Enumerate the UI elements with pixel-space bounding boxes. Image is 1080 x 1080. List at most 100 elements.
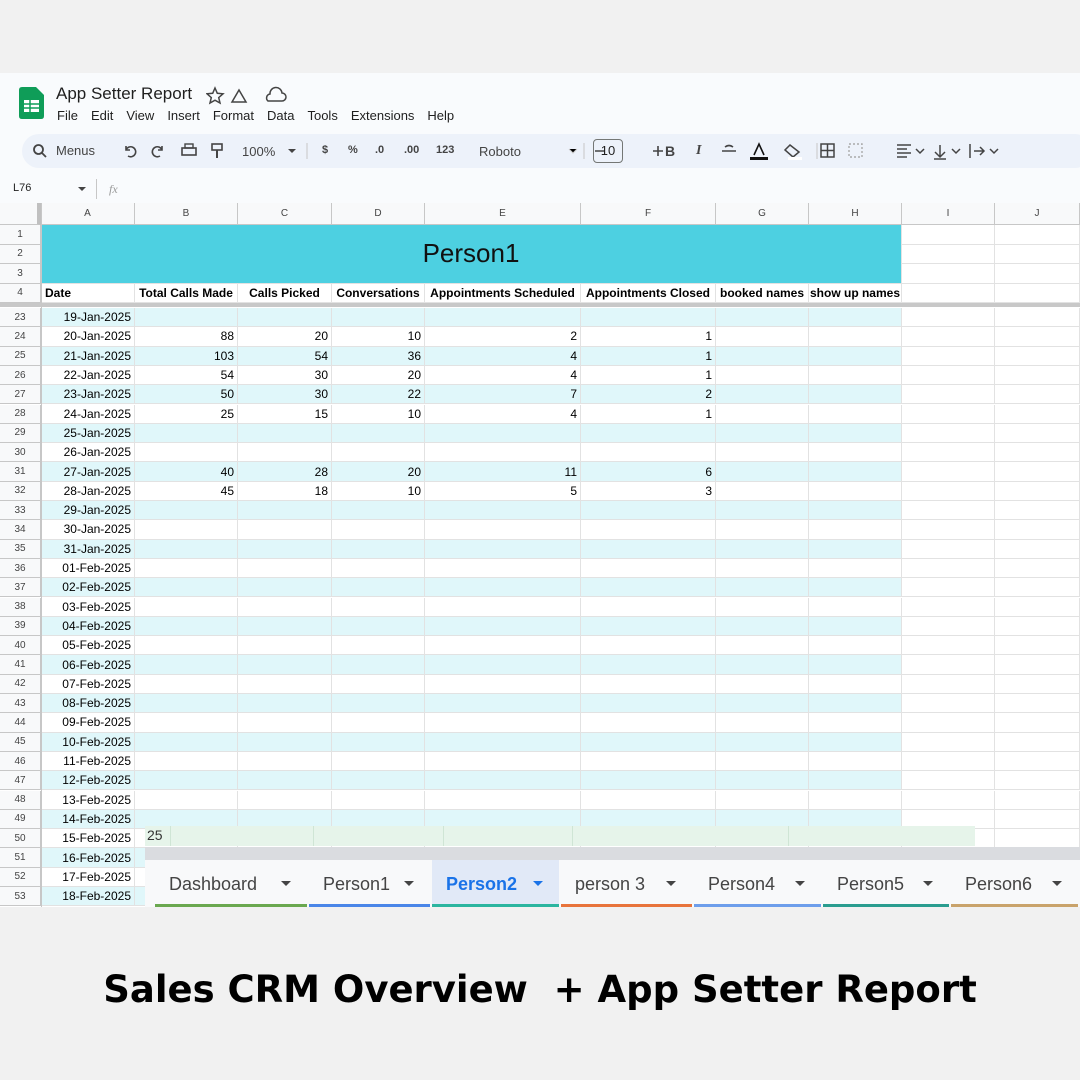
cell [809,558,902,579]
date-cell: 10-Feb-2025 [41,732,135,752]
cell [716,597,809,617]
row-header: 41 [0,655,41,675]
cell [581,732,716,752]
cell [902,636,995,656]
cell: 36 [332,346,425,366]
tab-bar: Dashboard Person1 Person2 person 3 Person4 Pe… [145,860,1080,907]
zoom[interactable]: 100% [242,144,276,159]
cell [135,732,238,752]
sheet-tab[interactable]: Person2 [432,860,559,907]
menu-item[interactable]: Extensions [350,108,415,123]
cell [332,636,425,656]
sheet-tab[interactable]: Person1 [309,860,430,907]
format-button[interactable]: $ [322,144,329,156]
cell [809,674,902,694]
row-header: 45 [0,732,41,752]
cell [809,327,902,347]
cell [995,404,1080,424]
cell: 10 [332,404,425,424]
cell [995,751,1080,772]
header-cell: Appointments Scheduled [425,283,581,303]
menu-item[interactable]: Format [212,108,254,123]
cell [135,694,238,714]
menu-item[interactable]: Edit [90,108,114,123]
row-header: 53 [0,887,41,907]
menu-item[interactable]: Help [427,108,455,123]
tab-label: person 3 [575,874,646,894]
cell: 3 [581,481,716,501]
menu-item[interactable]: Tools [307,108,338,123]
cell-reference[interactable]: L76 [13,182,32,194]
cell [902,520,995,540]
row-header: 35 [0,539,41,559]
sheet-tab[interactable]: person 3 [561,860,692,907]
menu-item[interactable]: View [126,108,155,123]
format-button[interactable]: % [348,144,358,156]
cell [995,713,1080,733]
toolbar-icons [125,142,999,160]
menu-item[interactable]: Data [267,108,295,123]
row-header: 36 [0,558,41,579]
overlay-divider [443,826,444,846]
date-cell: 29-Jan-2025 [41,501,135,521]
cell [902,578,995,598]
date-cell: 02-Feb-2025 [41,578,135,598]
sheet-tab[interactable]: Dashboard [155,860,307,907]
cell [902,481,995,501]
row-header: 23 [0,308,41,328]
cell [995,520,1080,540]
format-button[interactable]: .00 [404,144,420,156]
cell [332,558,425,579]
cell [425,308,581,328]
cell [902,751,995,772]
cell [332,790,425,810]
row-header: 3 [0,264,41,284]
date-cell: 26-Jan-2025 [41,443,135,463]
cell [995,790,1080,810]
cell: 1 [581,346,716,366]
format-button[interactable]: .0 [375,144,385,156]
cell [995,244,1080,264]
cell [581,308,716,328]
header-cell: Appointments Closed [581,283,716,303]
cell [902,385,995,405]
cell [581,713,716,733]
cell [238,655,332,675]
cell [425,597,581,617]
menu-search[interactable]: Menus [56,143,96,158]
doc-title[interactable]: App Setter Report [56,84,193,103]
cell [581,751,716,772]
cell [716,501,809,521]
cell [332,713,425,733]
style-button[interactable]: B [665,143,676,159]
cell [581,771,716,791]
cell [716,771,809,791]
cell [425,558,581,579]
cell [238,771,332,791]
row-header: 50 [0,829,41,849]
cell [135,771,238,791]
menu-item[interactable]: Insert [167,108,200,123]
column-header: G [716,203,809,225]
style-button[interactable]: I [696,143,702,158]
menu-item[interactable]: File [57,108,78,123]
column-header: D [332,203,425,225]
cell [238,501,332,521]
font-family[interactable]: Roboto [479,144,521,159]
sheet-tab[interactable]: Person5 [823,860,949,907]
sheet-tab[interactable]: Person6 [951,860,1078,907]
cell [995,771,1080,791]
sheet-tab[interactable]: Person4 [694,860,821,907]
cell [902,655,995,675]
cell [809,365,902,386]
font-size[interactable]: 10 [593,139,623,163]
tab-arrow [404,881,414,886]
cell [581,694,716,714]
format-button[interactable]: 123 [436,144,455,156]
row-header: 37 [0,578,41,598]
tab-label: Person6 [965,874,1033,894]
app-chrome: App Setter Report File Edit View Insert Form… [0,73,1080,203]
cell [238,616,332,637]
date-cell: 27-Jan-2025 [41,462,135,482]
row-header: 39 [0,616,41,637]
